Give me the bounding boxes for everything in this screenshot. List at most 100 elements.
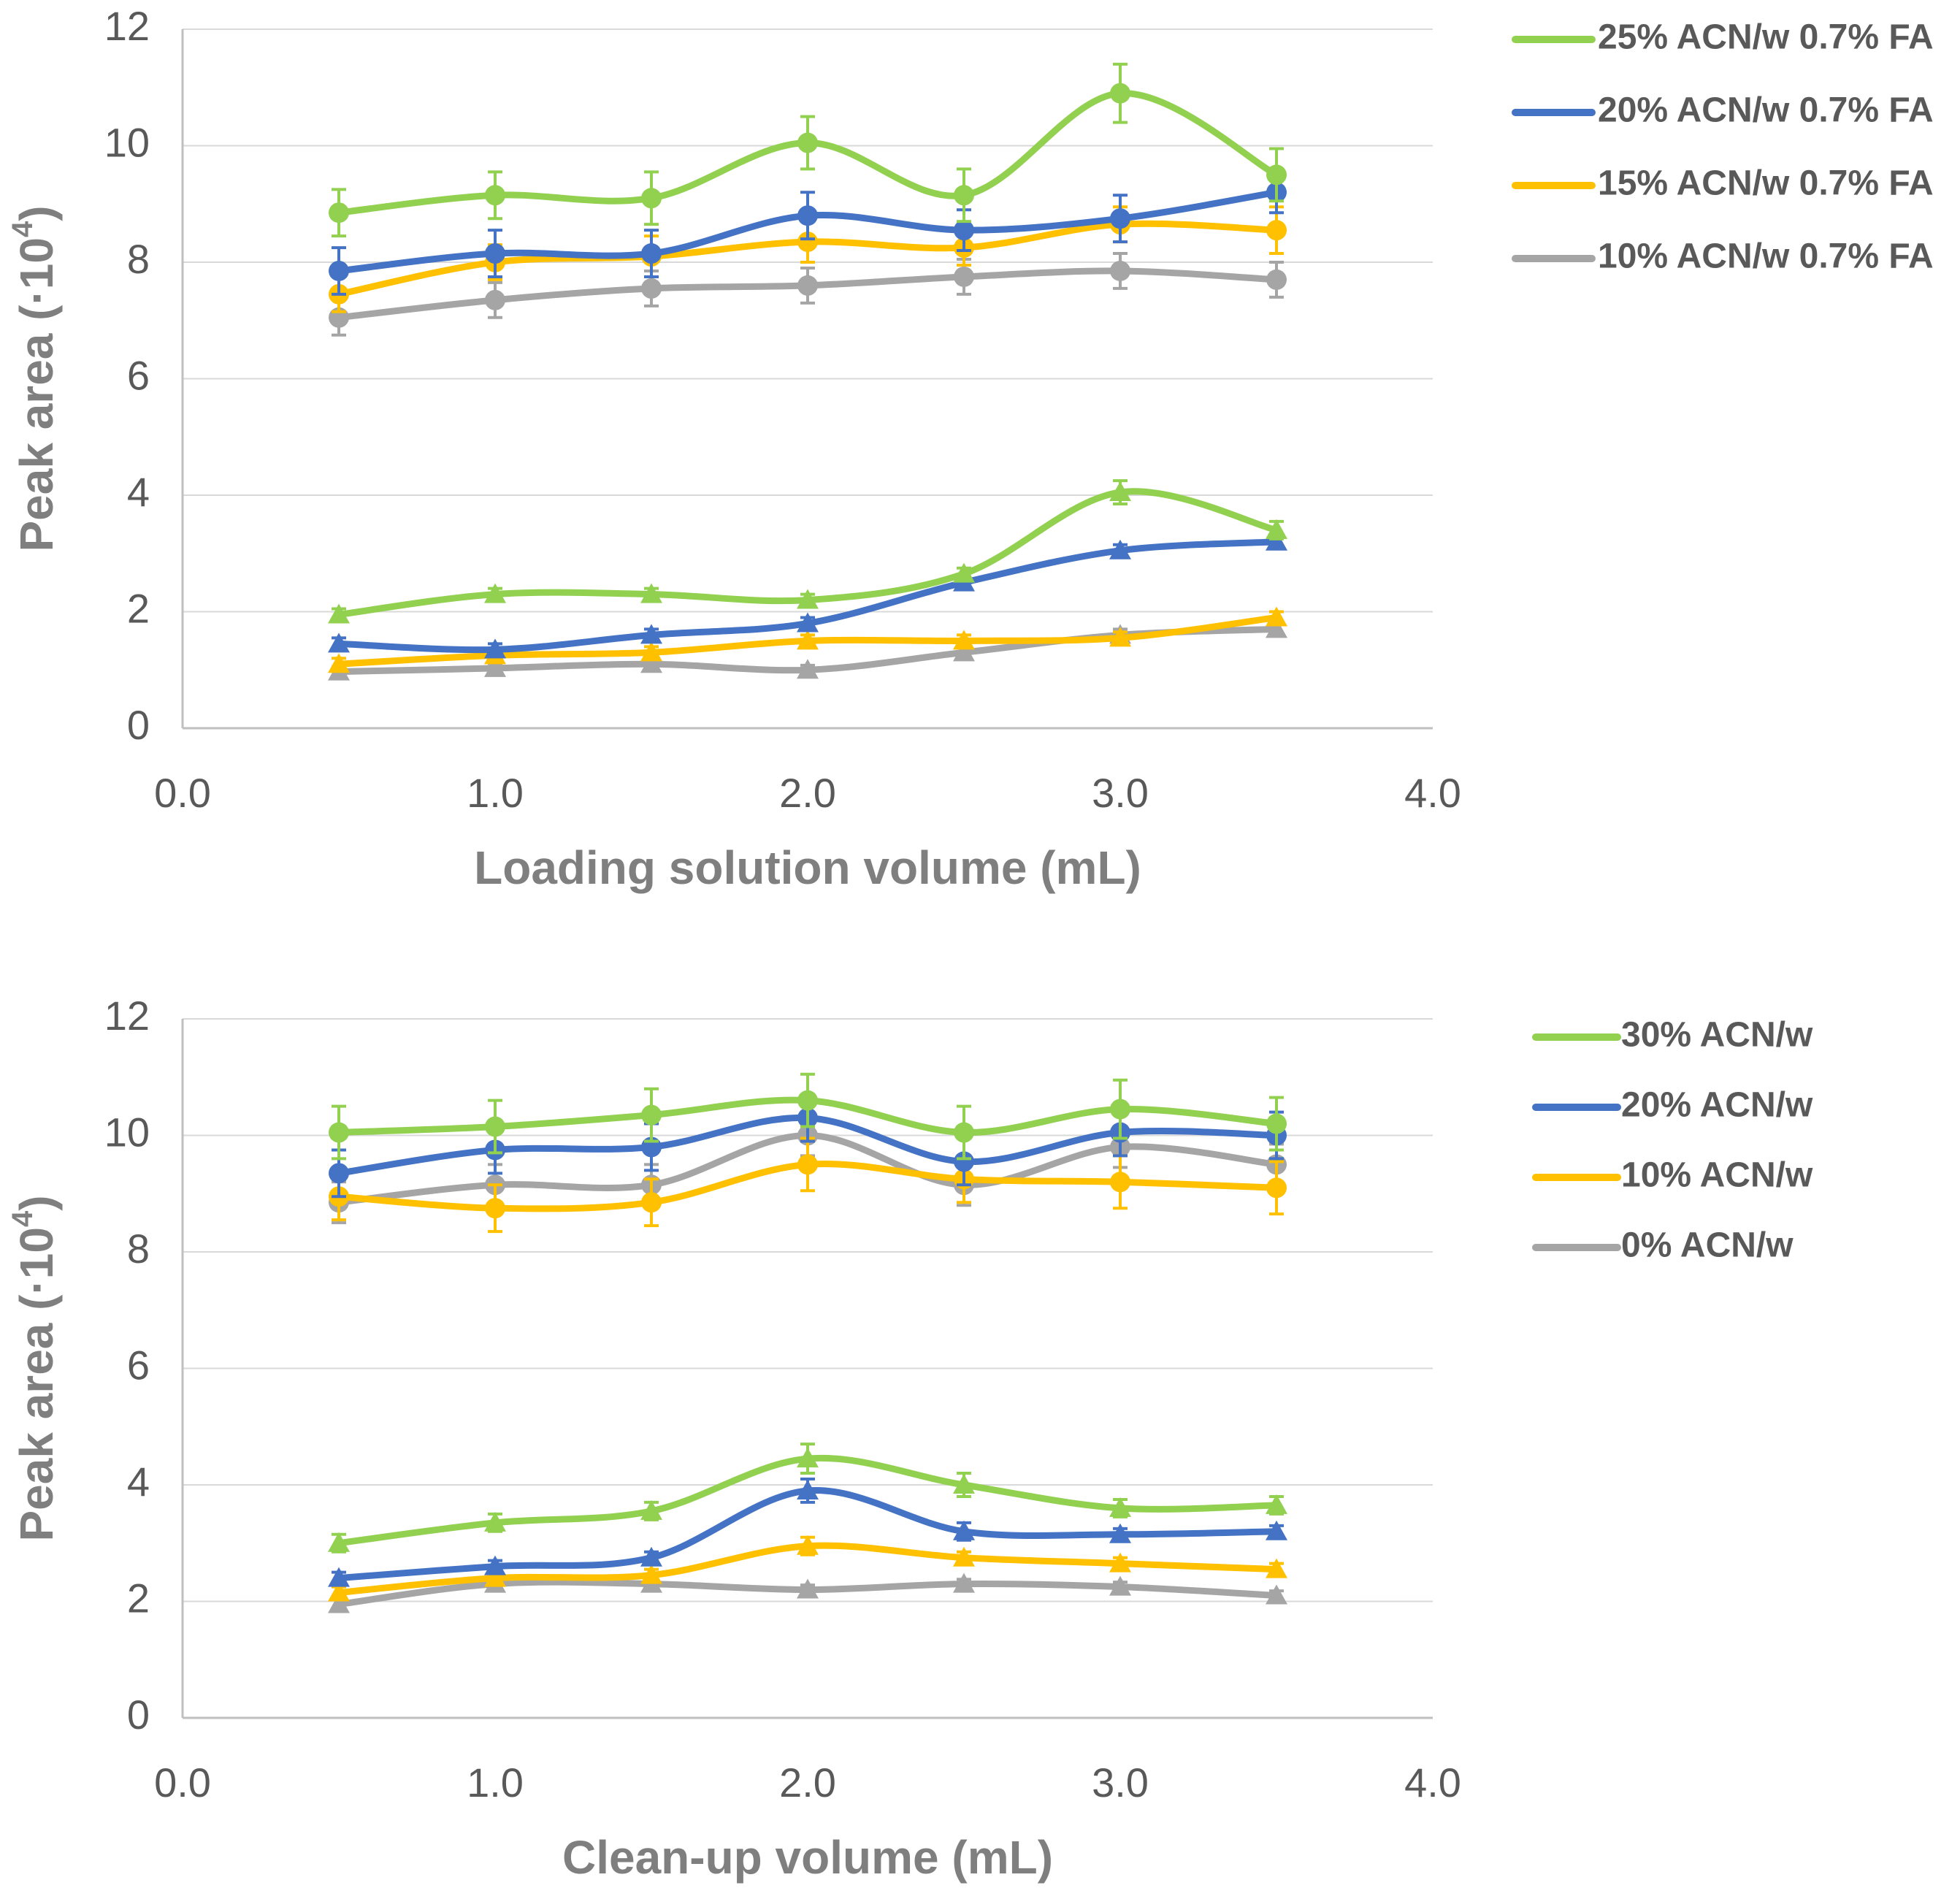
y-tick-label: 10: [104, 119, 150, 165]
data-point-triangle: [640, 583, 662, 603]
data-point-circle: [485, 1198, 505, 1219]
data-point-circle: [954, 266, 974, 287]
data-point-circle: [641, 278, 662, 299]
data-point-triangle: [1109, 539, 1131, 559]
data-point-triangle: [797, 1578, 819, 1599]
y-tick-label: 0: [127, 1692, 150, 1738]
legend-label: 20% ACN/w 0.7% FA: [1598, 91, 1934, 130]
data-point-triangle: [484, 657, 506, 677]
data-point-circle: [641, 1104, 662, 1126]
data-point-triangle: [1266, 1520, 1287, 1540]
data-point-triangle: [1266, 1584, 1287, 1605]
data-point-triangle: [640, 1546, 662, 1567]
y-axis-title: Peak area (·104): [7, 1195, 63, 1541]
data-point-circle: [485, 185, 505, 206]
y-tick-label: 8: [127, 1226, 150, 1272]
data-point-circle: [954, 220, 974, 241]
y-tick-label: 12: [104, 3, 150, 49]
x-tick-label: 1.0: [467, 770, 524, 816]
y-axis-title: Peak area (·104): [7, 205, 63, 551]
y-axis-title-exponent: 4: [7, 1210, 39, 1227]
data-point-triangle: [328, 653, 350, 673]
data-point-circle: [641, 243, 662, 264]
data-point-circle: [641, 1192, 662, 1213]
data-point-circle: [329, 260, 349, 281]
data-point-circle: [1110, 1172, 1130, 1193]
data-point-triangle: [328, 603, 350, 624]
series-5: [328, 479, 1287, 624]
data-point-triangle: [953, 1573, 975, 1593]
data-point-triangle: [953, 562, 975, 583]
data-point-circle: [954, 185, 974, 206]
data-point-circle: [329, 1163, 349, 1184]
legend-label: 10% ACN/w: [1621, 1156, 1813, 1195]
data-point-circle: [797, 132, 818, 153]
x-tick-label: 1.0: [467, 1759, 524, 1806]
data-point-circle: [797, 1154, 818, 1175]
legend-label: 0% ACN/w: [1621, 1226, 1794, 1265]
data-point-circle: [641, 188, 662, 209]
y-axis-title-text: Peak area (·10: [10, 1227, 63, 1542]
data-point-triangle: [640, 641, 662, 662]
data-point-circle: [1110, 83, 1130, 104]
y-tick-label: 4: [127, 469, 150, 515]
data-point-triangle: [797, 1479, 819, 1499]
x-tick-label: 0.0: [154, 1759, 211, 1806]
x-tick-label: 2.0: [779, 770, 836, 816]
data-point-triangle: [1266, 519, 1287, 539]
y-tick-label: 8: [127, 236, 150, 282]
data-point-circle: [485, 289, 505, 310]
x-tick-label: 3.0: [1092, 1759, 1149, 1806]
data-point-triangle: [484, 1511, 506, 1532]
data-point-triangle: [797, 612, 819, 633]
chart-1: 0 2 4 6 8 10 12 0.0 1.0 2.0 3.0 4.0 Loading solution…: [7, 3, 1934, 894]
y-tick-label: 0: [127, 702, 150, 748]
data-point-triangle: [640, 653, 662, 673]
legend-label: 30% ACN/w: [1621, 1016, 1813, 1055]
data-point-triangle: [640, 624, 662, 644]
data-point-circle: [1110, 1098, 1130, 1120]
series-7: [328, 1535, 1287, 1602]
y-axis-title-text: Peak area (·10: [10, 237, 63, 552]
data-point-circle: [954, 1122, 974, 1143]
data-point-triangle: [797, 589, 819, 609]
data-point-triangle: [797, 659, 819, 679]
y-tick-label: 10: [104, 1109, 150, 1155]
data-point-triangle: [953, 630, 975, 650]
data-point-triangle: [484, 1555, 506, 1575]
y-axis-title-exponent: 4: [7, 221, 39, 237]
y-tick-label: 2: [127, 1575, 150, 1621]
data-point-triangle: [328, 1567, 350, 1587]
data-point-circle: [1266, 164, 1287, 186]
series-5: [328, 1443, 1287, 1554]
data-point-triangle: [797, 630, 819, 650]
data-point-triangle: [1109, 481, 1131, 502]
y-tick-label: 4: [127, 1459, 150, 1505]
data-point-triangle: [797, 1448, 819, 1468]
data-point-circle: [1266, 269, 1287, 290]
x-tick-label: 0.0: [154, 770, 211, 816]
y-tick-label: 2: [127, 585, 150, 631]
data-point-circle: [954, 1151, 974, 1172]
y-tick-label: 6: [127, 1342, 150, 1388]
data-point-circle: [797, 205, 818, 226]
x-axis-title: Loading solution volume (mL): [474, 841, 1141, 894]
data-point-triangle: [328, 1581, 350, 1602]
legend-label: 15% ACN/w 0.7% FA: [1598, 164, 1934, 203]
data-point-triangle: [1109, 1575, 1131, 1596]
data-point-triangle: [1266, 618, 1287, 638]
data-point-circle: [1110, 208, 1130, 229]
series-6: [328, 530, 1287, 659]
data-point-triangle: [1266, 1494, 1287, 1514]
data-point-circle: [797, 275, 818, 296]
data-point-circle: [485, 1116, 505, 1137]
data-point-triangle: [953, 641, 975, 662]
y-tick-label: 6: [127, 352, 150, 398]
data-point-triangle: [1109, 627, 1131, 647]
data-point-triangle: [1109, 1497, 1131, 1517]
series-6: [328, 1478, 1287, 1587]
x-tick-label: 4.0: [1404, 1759, 1461, 1806]
data-point-triangle: [953, 1546, 975, 1567]
chart-2: 0 2 4 6 8 10 12 0.0 1.0 2.0 3.0 4.0 Clean-up volume …: [7, 993, 1813, 1884]
